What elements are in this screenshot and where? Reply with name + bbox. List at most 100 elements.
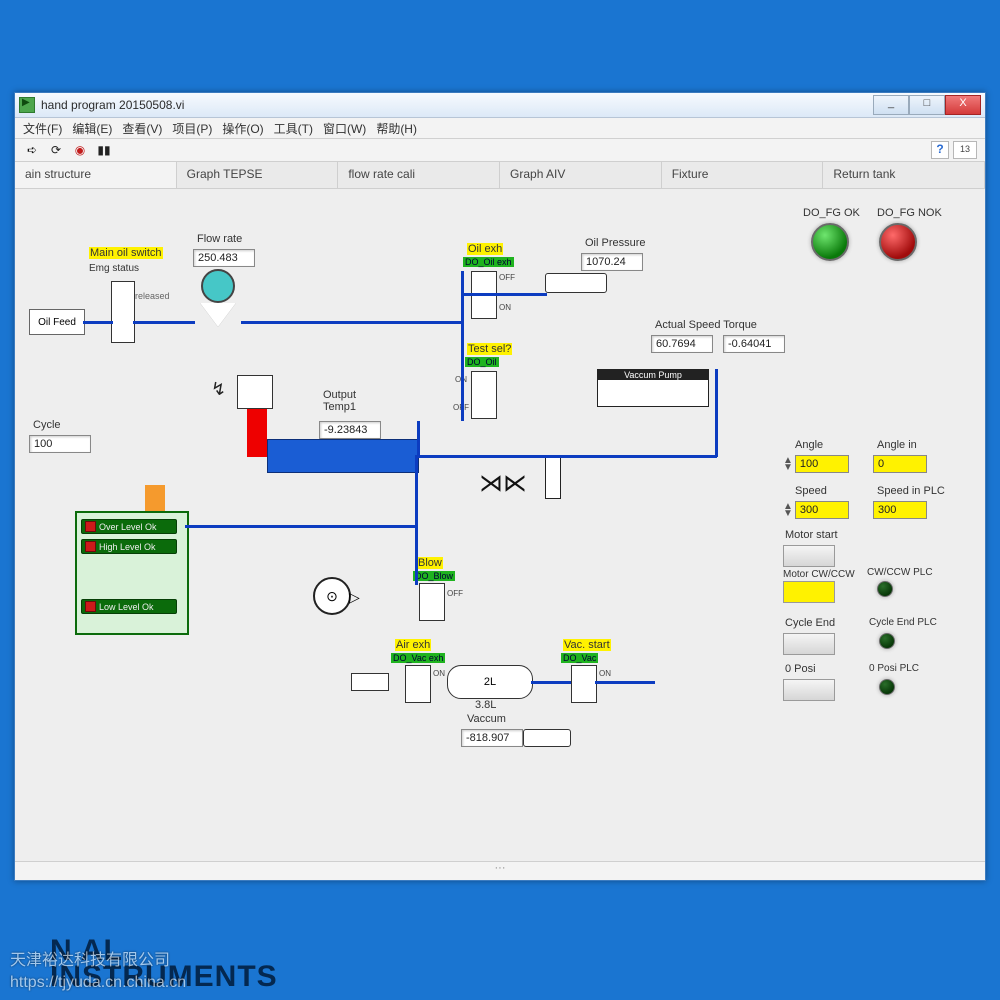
tab-graph-tepse[interactable]: Graph TEPSE (177, 162, 339, 188)
actual-speed-label: Actual Speed Torque (655, 319, 757, 331)
cycle-end-button[interactable] (783, 633, 835, 655)
run-button[interactable]: ➪ (23, 142, 41, 158)
test-sel-valve-icon[interactable] (471, 371, 497, 419)
menu-project[interactable]: 项目(P) (172, 120, 212, 137)
menu-view[interactable]: 查看(V) (122, 120, 162, 137)
motor-cwccw-button[interactable] (783, 581, 835, 603)
blow-valve-icon[interactable] (419, 583, 445, 621)
angle-value[interactable]: 100 (795, 455, 849, 473)
vaccum-label: Vaccum (467, 713, 506, 725)
speed-in-value: 300 (873, 501, 927, 519)
tab-flow-rate[interactable]: flow rate cali (338, 162, 500, 188)
reservoir-block (267, 439, 419, 473)
menu-window[interactable]: 窗口(W) (323, 120, 366, 137)
watermark-text: 天津裕达科技有限公司 https://tjyuda.cn.china.cn (0, 950, 186, 994)
do-oil-tag: DO_Oil (465, 357, 499, 367)
do-vac-tag: DO_Vac (561, 653, 598, 663)
toolbar: ➪ ⟳ ◉ ▮▮ ? 13 (15, 139, 985, 162)
vaccum-pump-box: Vaccum Pump (597, 369, 709, 407)
throttle-icon: ⋊⋉ (479, 469, 527, 498)
menu-edit[interactable]: 编辑(E) (72, 120, 112, 137)
abort-button[interactable]: ◉ (71, 142, 89, 158)
tank-38l-label: 3.8L (475, 699, 496, 711)
run-cont-button[interactable]: ⟳ (47, 142, 65, 158)
help-icon[interactable]: ? (931, 141, 949, 159)
do-blow-tag: DO_Blow (413, 571, 455, 581)
cycle-value[interactable]: 100 (29, 435, 91, 453)
vaccum-value: -818.907 (461, 729, 523, 747)
maximize-button[interactable]: □ (909, 95, 945, 115)
check-valve-icon (545, 457, 561, 499)
air-exh-valve-icon[interactable] (405, 665, 431, 703)
angle-in-label: Angle in (877, 439, 917, 451)
angle-spinner[interactable]: ▲▼ (783, 457, 793, 471)
minimize-button[interactable]: _ (873, 95, 909, 115)
zero-posi-label: 0 Posi (785, 663, 816, 675)
oil-exh-on: ON (499, 303, 511, 312)
angle-in-value: 0 (873, 455, 927, 473)
pump-arrow-icon: ▷ (349, 589, 360, 606)
oil-pressure-value: 1070.24 (581, 253, 643, 271)
vac-start-valve-icon[interactable] (571, 665, 597, 703)
motor-cwccw-label: Motor CW/CCW (783, 569, 855, 580)
air-exh-on: ON (433, 669, 445, 678)
arrow-zigzag-icon: ↯ (211, 379, 226, 400)
tab-return-tank[interactable]: Return tank (823, 162, 985, 188)
over-level-indicator: Over Level Ok (81, 519, 177, 534)
tab-main-structure[interactable]: ain structure (15, 162, 177, 188)
cwccw-plc-label: CW/CCW PLC (867, 567, 933, 578)
menu-help[interactable]: 帮助(H) (376, 120, 417, 137)
speed-value[interactable]: 300 (795, 501, 849, 519)
zero-posi-plc-label: 0 Posi PLC (869, 663, 919, 674)
titlebar: hand program 20150508.vi _ □ X (15, 93, 985, 118)
zero-posi-plc-led (879, 679, 895, 695)
menu-operate[interactable]: 操作(O) (222, 120, 263, 137)
do-fg-nok-led (879, 223, 917, 261)
tank-2l: 2L (447, 665, 533, 699)
speed-in-label: Speed in PLC (877, 485, 945, 497)
main-oil-switch-icon[interactable] (111, 281, 135, 343)
cycle-end-plc-label: Cycle End PLC (869, 617, 937, 628)
blow-label: Blow (417, 557, 443, 569)
pressure-sensor-icon (545, 273, 607, 293)
high-level-indicator: High Level Ok (81, 539, 177, 554)
torque-value: -0.64041 (723, 335, 785, 353)
do-fg-ok-led (811, 223, 849, 261)
speed-label: Speed (795, 485, 827, 497)
cycle-end-label: Cycle End (785, 617, 835, 629)
window-title: hand program 20150508.vi (41, 98, 184, 112)
orange-cap-icon (145, 485, 165, 511)
zero-posi-button[interactable] (783, 679, 835, 701)
close-button[interactable]: X (945, 95, 981, 115)
menu-tools[interactable]: 工具(T) (274, 120, 313, 137)
statusbar: ··· (15, 861, 985, 880)
output-temp-label: Output Temp1 (323, 389, 356, 413)
do-fg-ok-label: DO_FG OK (803, 207, 860, 219)
menu-file[interactable]: 文件(F) (23, 120, 62, 137)
vaccum-sensor-icon (523, 729, 571, 747)
motor-start-label: Motor start (785, 529, 838, 541)
do-fg-nok-label: DO_FG NOK (877, 207, 942, 219)
air-muffler-icon (351, 673, 389, 691)
oil-pressure-label: Oil Pressure (585, 237, 646, 249)
red-block (247, 407, 267, 457)
blow-off: OFF (447, 589, 463, 598)
speed-spinner[interactable]: ▲▼ (783, 503, 793, 517)
emg-status-label: Emg status (89, 263, 139, 274)
cycle-end-plc-led (879, 633, 895, 649)
released-label: released (135, 291, 170, 301)
output-temp-value: -9.23843 (319, 421, 381, 439)
pause-button[interactable]: ▮▮ (95, 142, 113, 158)
vaccum-pump-label: Vaccum Pump (598, 370, 708, 380)
front-panel-canvas: DO_FG OK DO_FG NOK Main oil switch Emg s… (15, 189, 985, 861)
font-size-indicator[interactable]: 13 (953, 141, 977, 159)
flow-meter-icon (195, 269, 241, 329)
motor-start-button[interactable] (783, 545, 835, 567)
flow-rate-label: Flow rate (197, 233, 242, 245)
actual-speed-value: 60.7694 (651, 335, 713, 353)
tab-fixture[interactable]: Fixture (662, 162, 824, 188)
pump-icon: ⊙ (313, 577, 351, 615)
menubar: 文件(F) 编辑(E) 查看(V) 项目(P) 操作(O) 工具(T) 窗口(W… (15, 118, 985, 139)
cycle-label: Cycle (33, 419, 61, 431)
tab-graph-aiv[interactable]: Graph AIV (500, 162, 662, 188)
